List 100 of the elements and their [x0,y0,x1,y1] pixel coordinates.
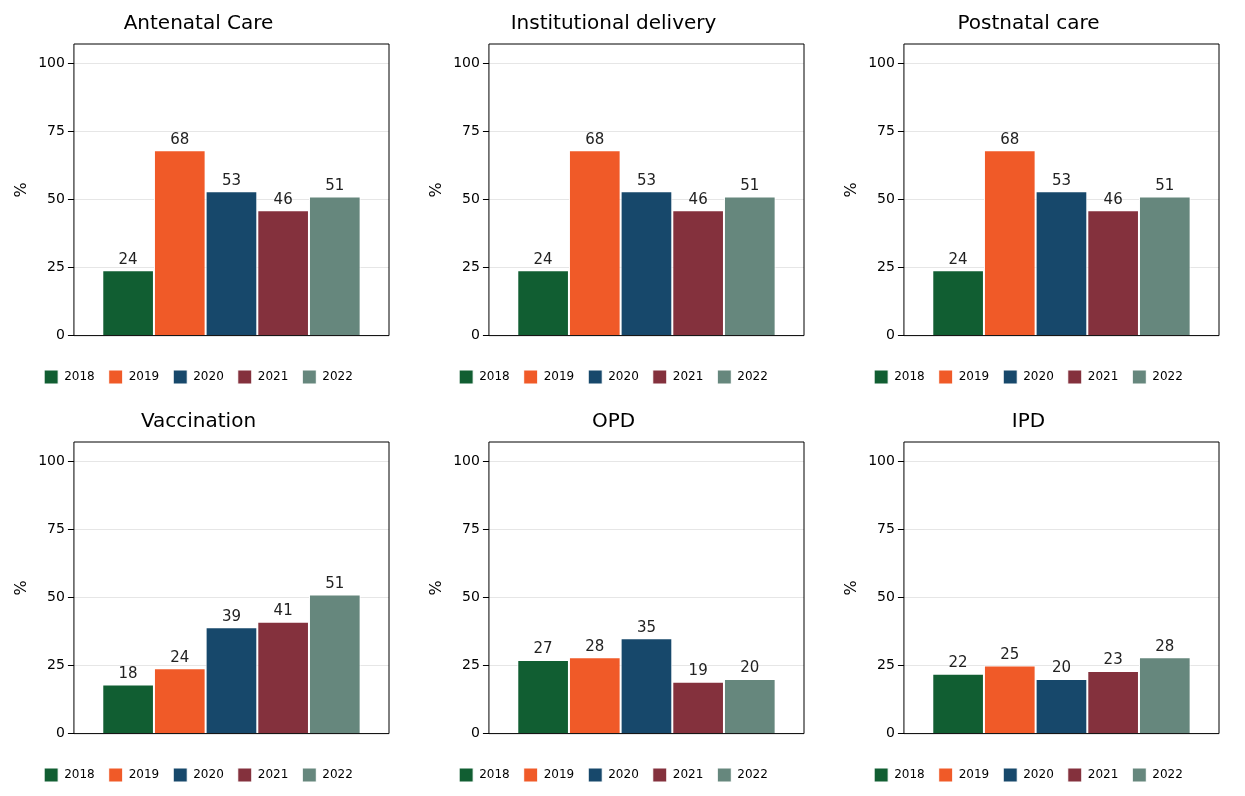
data-label: 24 [533,249,553,268]
legend-label: 2018 [479,369,510,384]
data-label: 28 [585,636,605,655]
legend-label: 2019 [543,369,575,384]
y-tick-label: 75 [462,121,480,138]
y-tick-label: 25 [877,656,895,673]
data-label: 19 [688,661,708,680]
y-axis-title: % [425,580,445,596]
data-label: 20 [1051,658,1072,677]
data-label: 28 [1155,636,1175,655]
legend-label: 2020 [1023,369,1054,384]
legend-label: 2022 [737,767,768,782]
y-tick-label: 50 [877,587,895,604]
y-tick-label: 0 [56,326,65,343]
data-label: 51 [325,176,345,194]
y-tick-label: 75 [47,121,65,138]
y-tick-label: 100 [868,451,895,468]
y-tick-label: 0 [471,326,480,343]
legend-label: 2019 [958,369,990,384]
legend-label: 2022 [1152,369,1183,384]
legend-label: 2021 [257,369,289,384]
legend-label: 2020 [193,369,224,384]
y-axis-title: % [425,182,445,198]
legend-label: 2021 [1087,369,1119,384]
y-tick-label: 25 [47,258,65,275]
data-label: 68 [170,129,190,148]
y-tick-label: 50 [877,189,895,206]
y-axis-title: % [840,580,860,596]
legend-label: 2019 [128,767,160,782]
y-tick-label: 100 [38,53,65,70]
y-tick-label: 100 [453,53,480,70]
legend-label: 2018 [64,369,95,384]
y-tick-label: 75 [877,121,895,138]
legend-label: 2019 [543,767,575,782]
y-tick-label: 25 [877,258,895,275]
y-tick-label: 50 [47,587,65,604]
data-label: 27 [533,639,553,658]
legend-label: 2020 [193,767,224,782]
legend-label: 2019 [128,369,160,384]
y-tick-label: 100 [868,53,895,70]
legend-label: 2018 [64,767,95,782]
chart-title: IPD [1011,408,1046,433]
y-tick-label: 100 [38,451,65,468]
y-tick-label: 75 [47,519,65,536]
legend-label: 2021 [672,369,704,384]
data-label: 46 [1103,189,1123,208]
data-label: 39 [221,606,242,625]
data-label: 51 [740,176,760,194]
legend-label: 2018 [479,767,510,782]
legend-label: 2018 [894,369,925,384]
chart-title: Vaccination [140,408,257,433]
chart-title: Antenatal Care [123,10,274,35]
data-label: 24 [118,249,138,268]
legend-label: 2021 [1087,767,1119,782]
y-tick-label: 25 [462,656,480,673]
y-tick-label: 50 [462,189,480,206]
data-label: 35 [636,617,657,636]
data-label: 53 [221,170,242,189]
y-tick-label: 0 [886,326,895,343]
data-label: 18 [118,663,138,682]
y-tick-label: 75 [462,519,480,536]
data-label: 68 [1000,129,1020,148]
y-tick-label: 25 [462,258,480,275]
data-label: 23 [1103,650,1123,669]
legend-label: 2019 [958,767,990,782]
chart-title: Postnatal care [957,10,1100,35]
y-tick-label: 75 [877,519,895,536]
y-axis-title: % [10,580,30,596]
y-tick-label: 0 [471,724,480,741]
legend-label: 2018 [894,767,925,782]
data-label: 51 [1155,176,1175,194]
data-label: 68 [585,129,605,148]
y-tick-label: 100 [453,451,480,468]
data-label: 46 [273,189,293,208]
chart-title: Institutional delivery [510,10,717,35]
data-label: 24 [170,647,190,666]
chart-title: OPD [591,408,636,433]
y-tick-label: 50 [47,189,65,206]
y-axis-title: % [840,182,860,198]
legend-label: 2020 [1023,767,1054,782]
data-label: 41 [273,601,293,620]
data-label: 51 [325,574,345,592]
data-label: 22 [948,653,968,672]
data-label: 24 [948,249,968,268]
data-label: 46 [688,189,708,208]
y-tick-label: 50 [462,587,480,604]
legend-label: 2020 [608,767,639,782]
legend-label: 2022 [322,369,353,384]
data-label: 53 [1051,170,1072,189]
data-label: 25 [1000,644,1020,663]
y-axis-title: % [10,182,30,198]
legend-label: 2022 [322,767,353,782]
legend-label: 2022 [737,369,768,384]
data-label: 20 [740,658,760,677]
legend-label: 2020 [608,369,639,384]
data-label: 53 [636,170,657,189]
legend-label: 2021 [257,767,289,782]
y-tick-label: 0 [886,724,895,741]
y-tick-label: 25 [47,656,65,673]
legend-label: 2022 [1152,767,1183,782]
